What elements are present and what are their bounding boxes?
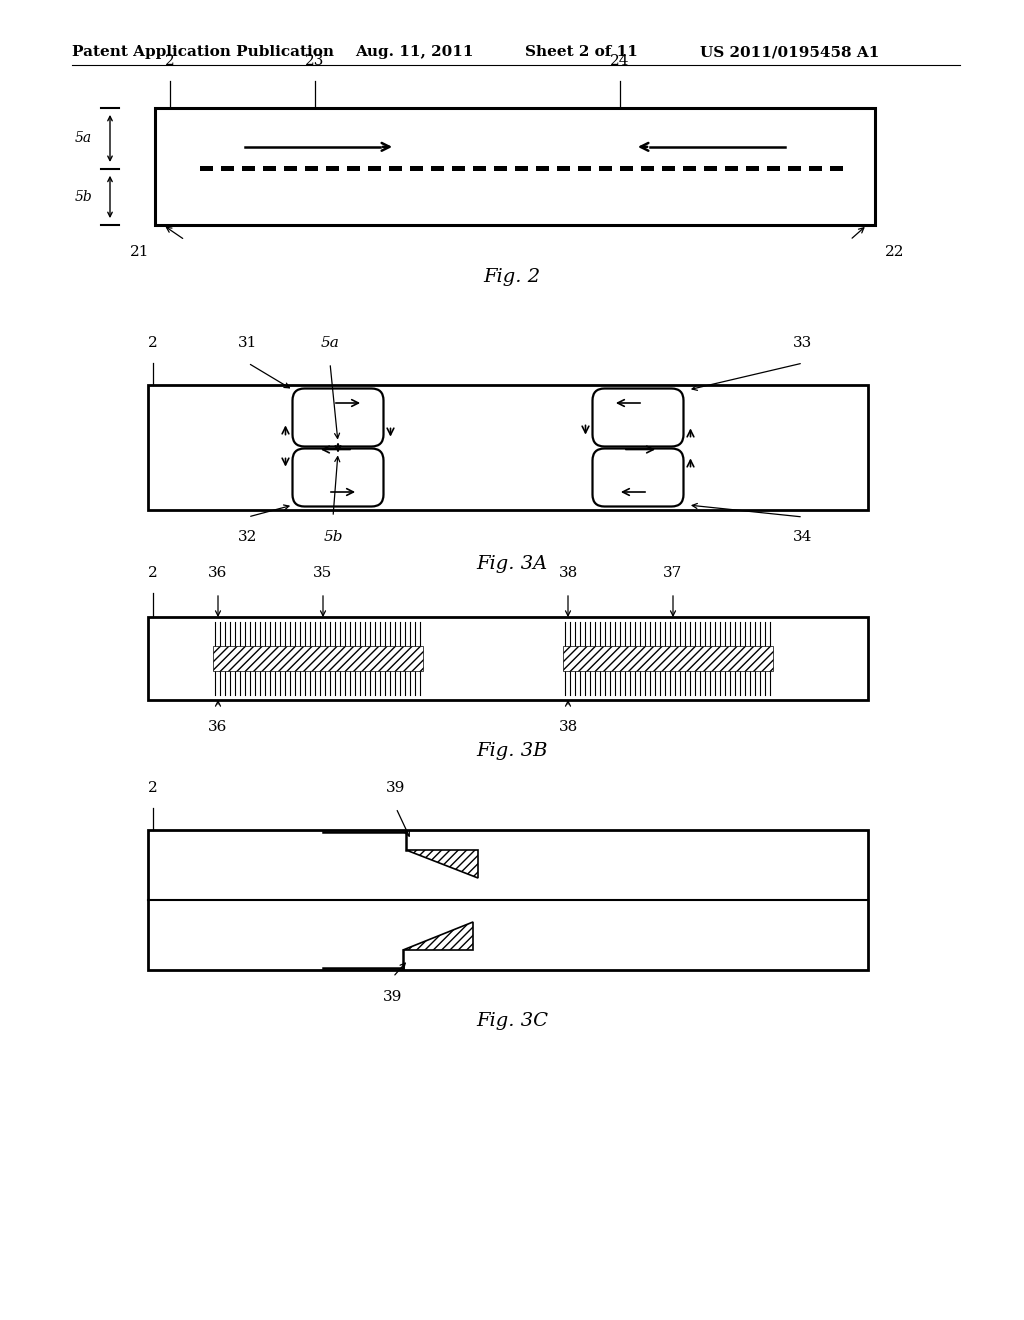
Bar: [767, 166, 780, 172]
Bar: [620, 166, 633, 172]
Bar: [830, 166, 843, 172]
Bar: [148, 385, 868, 510]
Text: 36: 36: [208, 566, 227, 579]
Text: Patent Application Publication: Patent Application Publication: [72, 45, 334, 59]
Text: 32: 32: [239, 531, 258, 544]
Bar: [200, 166, 213, 172]
Bar: [578, 166, 591, 172]
Text: 23: 23: [305, 54, 325, 69]
Bar: [431, 166, 444, 172]
Text: US 2011/0195458 A1: US 2011/0195458 A1: [700, 45, 880, 59]
Bar: [326, 166, 339, 172]
Text: 2: 2: [148, 781, 158, 795]
Text: Fig. 3A: Fig. 3A: [476, 554, 548, 573]
Text: 38: 38: [558, 566, 578, 579]
Bar: [213, 645, 423, 672]
Text: Aug. 11, 2011: Aug. 11, 2011: [355, 45, 473, 59]
Bar: [494, 166, 507, 172]
Bar: [536, 166, 549, 172]
Bar: [515, 166, 528, 172]
Bar: [242, 166, 255, 172]
Text: 37: 37: [664, 566, 683, 579]
Bar: [557, 166, 570, 172]
Bar: [389, 166, 402, 172]
Text: 2: 2: [148, 337, 158, 350]
Text: 5a: 5a: [75, 132, 92, 145]
Text: Fig. 3C: Fig. 3C: [476, 1012, 548, 1030]
Bar: [599, 166, 612, 172]
Text: Fig. 3B: Fig. 3B: [476, 742, 548, 760]
Bar: [368, 166, 381, 172]
Bar: [683, 166, 696, 172]
Polygon shape: [406, 850, 478, 878]
Text: 2: 2: [165, 54, 175, 69]
Text: 39: 39: [383, 990, 402, 1005]
FancyBboxPatch shape: [593, 449, 683, 507]
Bar: [662, 166, 675, 172]
Text: 36: 36: [208, 719, 227, 734]
Bar: [809, 166, 822, 172]
Text: Sheet 2 of 11: Sheet 2 of 11: [525, 45, 638, 59]
Bar: [284, 166, 297, 172]
Text: 5a: 5a: [321, 337, 339, 350]
Bar: [305, 166, 318, 172]
Text: 39: 39: [386, 781, 406, 795]
Bar: [705, 166, 717, 172]
Text: Fig. 2: Fig. 2: [483, 268, 541, 286]
Bar: [347, 166, 360, 172]
Bar: [155, 108, 874, 224]
Bar: [473, 166, 486, 172]
Text: 38: 38: [558, 719, 578, 734]
Text: 33: 33: [794, 337, 813, 350]
Bar: [263, 166, 276, 172]
FancyBboxPatch shape: [593, 388, 683, 446]
Text: 34: 34: [794, 531, 813, 544]
Text: 21: 21: [130, 246, 150, 259]
Bar: [452, 166, 465, 172]
Text: 24: 24: [610, 54, 630, 69]
Text: 31: 31: [239, 337, 258, 350]
Bar: [746, 166, 759, 172]
Bar: [563, 645, 773, 672]
Bar: [725, 166, 738, 172]
Bar: [641, 166, 654, 172]
Bar: [410, 166, 423, 172]
Bar: [221, 166, 234, 172]
Text: 22: 22: [886, 246, 905, 259]
Text: 35: 35: [313, 566, 333, 579]
FancyBboxPatch shape: [293, 449, 384, 507]
Text: 5b: 5b: [75, 190, 92, 203]
Bar: [148, 616, 868, 700]
Text: 2: 2: [148, 566, 158, 579]
Polygon shape: [403, 921, 473, 950]
Bar: [148, 830, 868, 970]
Bar: [788, 166, 801, 172]
Text: 5b: 5b: [324, 531, 343, 544]
FancyBboxPatch shape: [293, 388, 384, 446]
